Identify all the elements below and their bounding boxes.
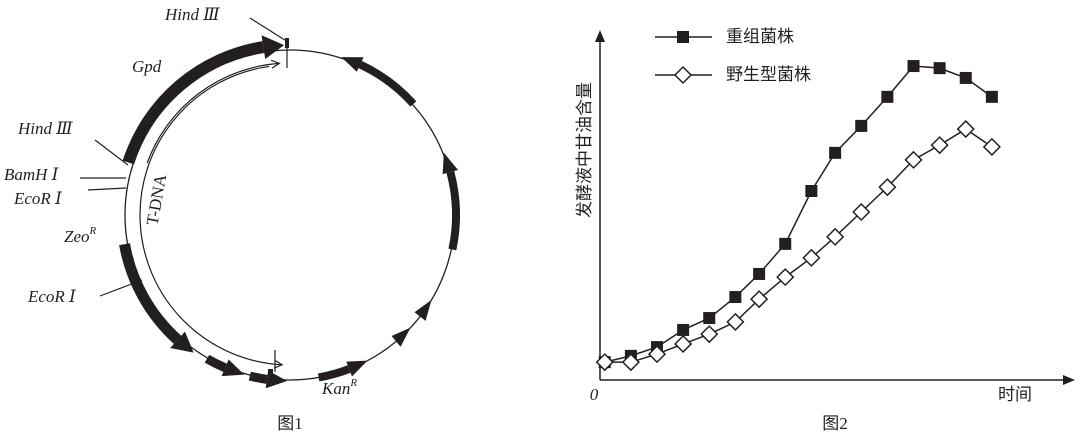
data-point	[750, 290, 769, 309]
data-point	[852, 202, 871, 222]
gene-arrowhead	[261, 35, 285, 59]
data-point	[878, 178, 897, 197]
data-point	[904, 150, 923, 169]
site-label: Hind Ⅲ	[17, 119, 73, 138]
data-point	[805, 185, 818, 197]
gene-arrowhead	[346, 360, 368, 377]
legend-label: 野生型菌株	[726, 65, 811, 85]
gene-arc	[119, 243, 182, 344]
data-point	[930, 136, 949, 155]
gene-name: Kan	[321, 379, 350, 398]
data-point	[647, 345, 667, 364]
caption: 图2	[822, 414, 848, 433]
gene-arc	[317, 365, 351, 382]
data-point	[776, 268, 795, 287]
site-label: EcoR Ⅰ	[13, 189, 62, 208]
gene-arrowhead	[391, 327, 411, 347]
y-axis-label: 发酵液中甘油含量	[575, 82, 594, 218]
tdna-arc	[139, 65, 283, 366]
tdna-arrowhead	[270, 59, 281, 69]
data-point	[959, 71, 972, 84]
gene-sup: R	[349, 377, 357, 389]
data-point	[677, 323, 690, 336]
pointer	[94, 139, 129, 166]
site-block	[268, 369, 273, 379]
caption: 图1	[277, 414, 303, 433]
data-point	[726, 312, 745, 331]
data-point	[700, 325, 719, 344]
plasmid-diagram: Hind Ⅲ Gpd Hind Ⅲ BamH Ⅰ EcoR Ⅰ ZeoR T-D…	[4, 5, 460, 433]
data-point	[982, 137, 1001, 156]
data-point	[956, 119, 975, 139]
data-point	[933, 62, 946, 75]
site-label: Hind Ⅲ	[164, 5, 220, 24]
gene-arrowhead	[414, 299, 432, 321]
data-point	[621, 353, 640, 372]
data-point	[753, 267, 766, 280]
gene-arrowhead	[170, 331, 194, 353]
legend-marker	[677, 31, 689, 43]
x-axis-arrow	[1063, 375, 1075, 385]
x-axis-label: 时间	[998, 385, 1032, 404]
gene-arrowhead	[341, 57, 364, 72]
tdna-arc	[146, 62, 280, 164]
site-block	[285, 38, 289, 48]
gene-label: ZeoR	[64, 225, 97, 246]
gene-arc	[204, 354, 227, 372]
data-point	[907, 60, 920, 73]
gene-arc	[122, 41, 265, 165]
data-point	[674, 334, 693, 354]
data-point	[826, 227, 845, 246]
series-line	[604, 128, 993, 363]
data-point	[881, 90, 894, 103]
series-line	[604, 65, 993, 363]
y-axis-arrow	[595, 30, 605, 42]
data-point	[779, 237, 792, 250]
data-point	[855, 119, 868, 132]
gene-arrowhead	[221, 359, 245, 377]
pointer	[87, 187, 127, 191]
tdna-label: T-DNA	[143, 172, 171, 227]
data-point	[729, 291, 742, 304]
data-point	[595, 353, 614, 372]
gene-label: KanR	[321, 377, 357, 398]
gene-name: Zeo	[64, 227, 90, 246]
gene-arc	[248, 371, 268, 384]
legend-label: 重组菌株	[726, 27, 794, 47]
data-point	[703, 312, 716, 325]
data-point	[802, 248, 821, 267]
data-point	[829, 146, 842, 159]
gene-sup: R	[89, 225, 97, 237]
data-point	[985, 90, 998, 103]
x-tick-label: 0	[590, 385, 599, 404]
gene-arc	[446, 171, 460, 251]
site-label: EcoR Ⅰ	[27, 287, 76, 306]
gene-label: Gpd	[132, 57, 162, 76]
pointer	[249, 17, 289, 43]
gene-arc	[358, 60, 417, 107]
legend-marker	[673, 65, 693, 85]
gene-arrowhead	[442, 152, 459, 175]
tdna-arrowhead	[273, 359, 284, 369]
site-label: BamH Ⅰ	[4, 165, 59, 184]
